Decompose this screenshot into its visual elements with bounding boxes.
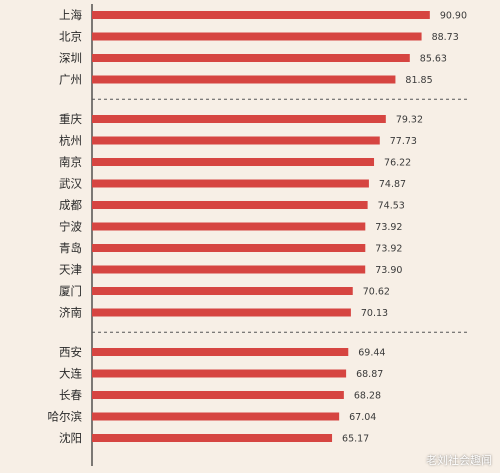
category-label: 北京 [59,30,82,44]
value-label: 68.28 [354,391,381,402]
bar [92,201,368,209]
value-label: 85.63 [420,54,447,65]
bar [92,179,369,188]
category-label: 长春 [59,388,82,402]
bar [92,434,333,442]
bar [92,11,430,19]
value-label: 69.44 [358,348,385,359]
value-label: 73.92 [375,244,402,255]
category-label: 武汉 [59,177,82,191]
value-label: 81.85 [405,75,432,86]
category-label: 上海 [59,8,82,22]
bar [92,222,366,231]
value-label: 67.04 [349,412,376,423]
value-label: 76.22 [384,158,411,169]
category-label: 南京 [59,155,82,169]
value-label: 90.90 [440,11,467,22]
category-label: 天津 [59,263,82,277]
bar [92,369,347,378]
category-label: 哈尔滨 [48,410,83,424]
value-label: 74.53 [378,201,405,212]
value-label: 68.87 [356,369,383,380]
category-label: 青岛 [59,241,82,255]
bar [92,265,366,274]
value-label: 74.87 [379,179,406,190]
bar [92,348,349,356]
bar [92,54,410,62]
category-label: 西安 [59,345,82,359]
category-label: 宁波 [59,220,82,234]
bar [92,115,386,123]
bar [92,244,366,252]
value-label: 73.90 [375,265,402,276]
category-label: 厦门 [59,284,82,298]
category-label: 深圳 [59,51,82,65]
bar [92,75,396,84]
bar [92,158,375,166]
bar [92,391,344,399]
category-label: 沈阳 [59,431,82,445]
bar [92,308,351,317]
bar [92,287,353,295]
value-label: 70.62 [363,287,390,298]
bar [92,412,340,421]
value-label: 65.17 [342,434,369,445]
value-label: 88.73 [432,32,459,43]
watermark-text: 老刘社会趣闻 [426,454,492,467]
category-label: 大连 [59,367,82,381]
value-label: 73.92 [375,222,402,233]
value-label: 79.32 [396,115,423,126]
category-label: 杭州 [59,134,82,148]
value-label: 70.13 [361,308,388,319]
value-label: 77.73 [390,136,417,147]
category-label: 济南 [59,306,82,320]
category-label: 广州 [59,73,82,87]
bar [92,136,380,145]
bar [92,32,422,41]
category-label: 成都 [59,198,82,212]
category-label: 重庆 [59,112,82,126]
